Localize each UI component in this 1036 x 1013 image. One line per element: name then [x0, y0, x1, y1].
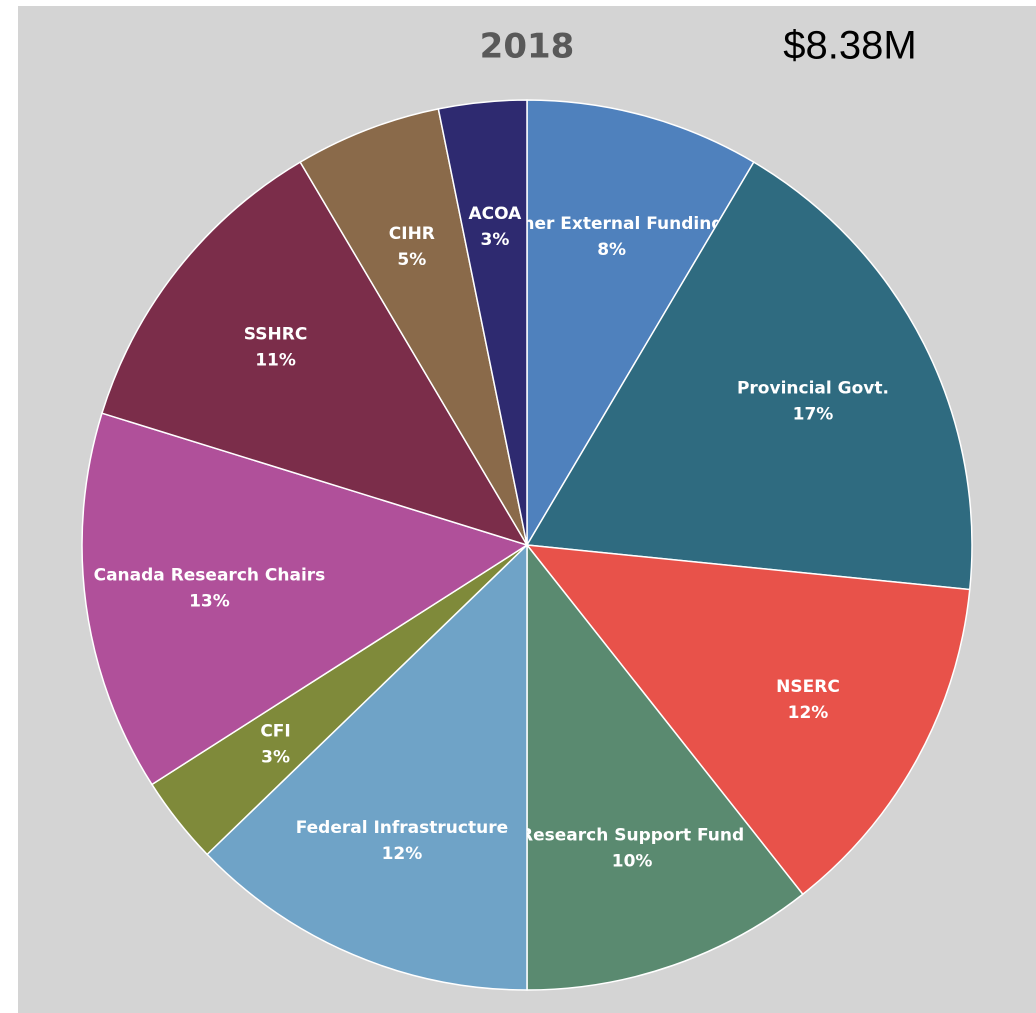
slice-value-label: 3% — [261, 748, 290, 768]
total-amount: $8.38M — [783, 24, 916, 68]
slice-value-label: 12% — [788, 703, 829, 723]
slice-category-label: CFI — [260, 722, 290, 742]
chart: 2018 $8.38M Other External Funding 8% Prov… — [0, 0, 1036, 1013]
slice-value-label: 11% — [255, 350, 296, 370]
slice-value-label: 17% — [793, 404, 834, 424]
slice-category-label: Provincial Govt. — [737, 378, 889, 398]
slice-category-label: NSERC — [776, 677, 840, 697]
slice-category-label: CIHR — [389, 224, 435, 244]
slice-category-label: Federal Infrastructure — [296, 818, 508, 838]
slice-value-label: 8% — [597, 240, 626, 260]
pie: Other External Funding 8% Provincial Govt.… — [82, 100, 972, 990]
slice-value-label: 13% — [189, 592, 230, 612]
slice-category-label: SSHRC — [244, 324, 308, 344]
slice-category-label: Canada Research Chairs — [94, 566, 326, 586]
chart-title: 2018 — [480, 27, 575, 67]
slice-value-label: 5% — [397, 250, 426, 270]
slice-category-label: ACOA — [469, 204, 523, 224]
slice-value-label: 12% — [382, 844, 423, 864]
slice-category-label: Other External Funding — [500, 214, 724, 234]
slice-category-label: Research Support Fund — [520, 826, 744, 846]
slice-value-label: 10% — [612, 852, 653, 872]
slice-value-label: 3% — [480, 230, 509, 250]
